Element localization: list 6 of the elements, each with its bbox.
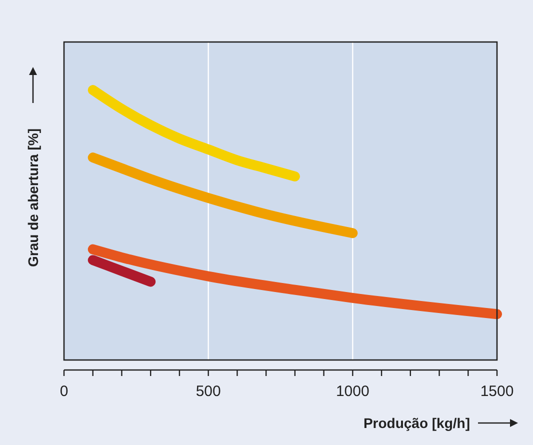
x-tick-label: 500 (196, 383, 221, 400)
y-axis-title: Grau de abertura [%] (25, 128, 41, 267)
x-axis-title: Produção [kg/h] (363, 415, 470, 431)
x-tick-label: 1000 (336, 383, 370, 400)
x-tick-label: 1500 (480, 383, 514, 400)
x-tick-label: 0 (60, 383, 68, 400)
